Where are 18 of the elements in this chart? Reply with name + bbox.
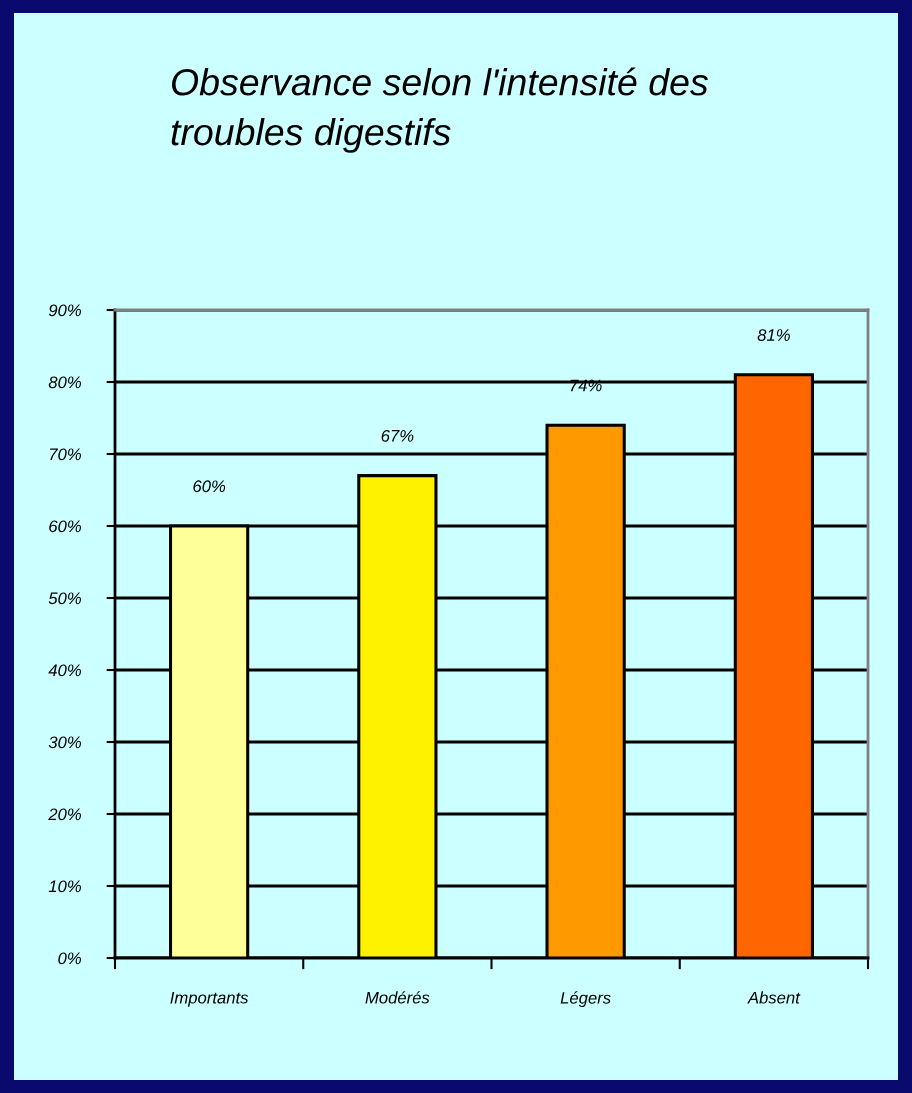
y-tick-label: 80% bbox=[48, 376, 81, 389]
chart-title: Observance selon l'intensité des troubles digestifs bbox=[171, 67, 708, 153]
x-tick-label: Importants bbox=[170, 991, 249, 1007]
y-tick-label: 30% bbox=[48, 736, 81, 749]
y-tick-label: 60% bbox=[49, 520, 81, 533]
data-label: 60% bbox=[193, 480, 226, 493]
x-tick-label: Modérés bbox=[365, 991, 430, 1004]
y-tick-label: 40% bbox=[48, 664, 81, 677]
data-label: 81% bbox=[757, 329, 790, 341]
y-tick-label: 90% bbox=[48, 304, 81, 317]
data-label: 67% bbox=[381, 429, 414, 442]
y-tick-label: 70% bbox=[50, 448, 81, 461]
y-tick-label: 20% bbox=[48, 808, 81, 821]
y-tick-label: 10% bbox=[48, 880, 81, 893]
x-tick-label: Légers bbox=[560, 991, 611, 1008]
y-tick-label: 0% bbox=[58, 952, 81, 965]
x-tick-label: Absent bbox=[747, 991, 801, 1004]
y-tick-label: 50% bbox=[48, 592, 81, 605]
